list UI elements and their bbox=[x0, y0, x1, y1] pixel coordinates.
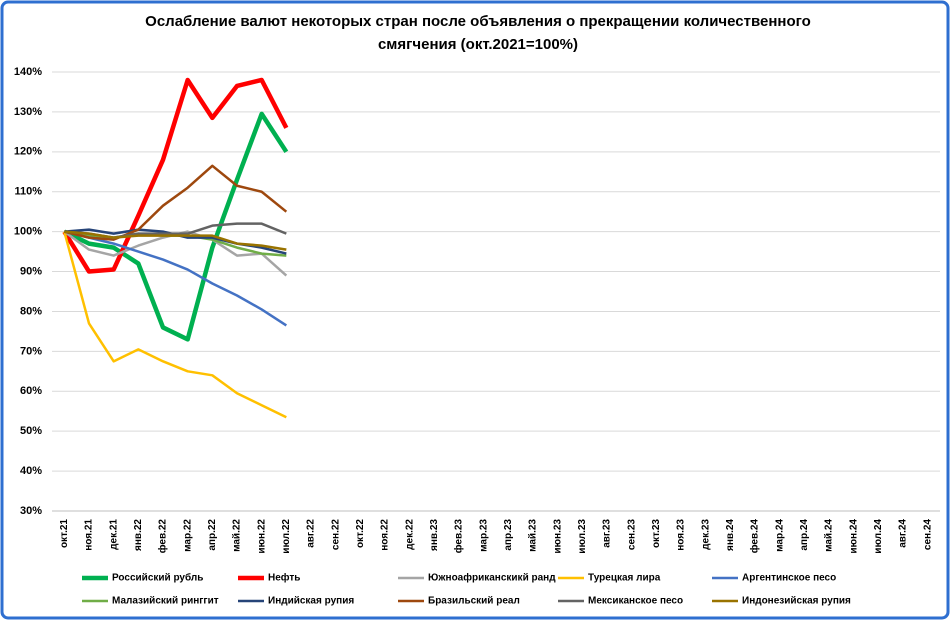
x-tick-label: янв.24 bbox=[725, 519, 736, 551]
x-tick-label: ноя.23 bbox=[676, 519, 687, 551]
legend-label: Нефть bbox=[268, 572, 300, 584]
chart-title: Ослабление валют некоторых стран после о… bbox=[145, 13, 811, 30]
legend-label: Турецкая лира bbox=[588, 573, 661, 584]
y-tick-label: 40% bbox=[20, 465, 42, 477]
x-tick-label: фев.22 bbox=[157, 519, 169, 554]
x-tick-label: июл.22 bbox=[281, 519, 292, 554]
legend-label: Индийская рупия bbox=[268, 596, 354, 607]
x-tick-label: апр.23 bbox=[503, 519, 514, 551]
y-tick-label: 140% bbox=[14, 66, 42, 78]
y-tick-label: 130% bbox=[14, 106, 42, 118]
legend-label: Мексиканское песо bbox=[588, 596, 683, 607]
y-tick-label: 90% bbox=[20, 265, 42, 277]
line-series bbox=[64, 164, 288, 241]
legend-label: Индонезийская рупия bbox=[742, 596, 851, 607]
x-tick-label: июн.23 bbox=[552, 519, 563, 554]
legend-label: Южноафриканскикй ранд bbox=[428, 572, 556, 584]
x-tick-label: мар.22 bbox=[182, 519, 193, 552]
x-tick-label: май.22 bbox=[232, 519, 243, 552]
x-tick-label: мар.23 bbox=[478, 519, 489, 552]
legend-label: Российский рубль bbox=[112, 572, 203, 584]
x-tick-label: авг.24 bbox=[898, 519, 909, 548]
x-tick-label: дек.22 bbox=[404, 519, 415, 550]
x-tick-label: май.23 bbox=[528, 519, 539, 552]
chart-title: смягчения (окт.2021=100%) bbox=[378, 36, 578, 53]
x-tick-label: ноя.21 bbox=[84, 519, 95, 551]
x-tick-label: июл.24 bbox=[873, 519, 884, 554]
legend-label: Бразильский реал bbox=[428, 596, 520, 607]
y-tick-label: 70% bbox=[20, 345, 42, 357]
line-series bbox=[63, 231, 287, 419]
x-tick-label: фев.24 bbox=[749, 519, 761, 554]
y-tick-label: 110% bbox=[14, 186, 42, 198]
x-tick-label: дек.23 bbox=[700, 519, 711, 550]
line-series bbox=[64, 230, 288, 327]
x-tick-label: дек.21 bbox=[108, 519, 119, 550]
x-tick-label: янв.23 bbox=[429, 519, 440, 551]
x-tick-label: окт.23 bbox=[651, 519, 662, 548]
line-series bbox=[63, 111, 289, 342]
x-tick-label: фев.23 bbox=[453, 519, 465, 554]
x-tick-label: апр.22 bbox=[207, 519, 218, 551]
y-tick-label: 120% bbox=[14, 146, 42, 158]
x-tick-label: сен.23 bbox=[626, 519, 637, 551]
x-tick-label: янв.22 bbox=[133, 519, 144, 551]
x-tick-label: май.24 bbox=[824, 519, 835, 552]
legend-label: Малазийский ринггит bbox=[112, 596, 219, 607]
legend-label: Аргентинское песо bbox=[742, 573, 836, 584]
y-tick-label: 100% bbox=[14, 226, 42, 238]
line-series bbox=[62, 77, 289, 274]
x-tick-label: мар.24 bbox=[774, 519, 785, 552]
x-tick-label: сен.22 bbox=[330, 519, 341, 551]
x-tick-label: авг.23 bbox=[602, 519, 613, 548]
x-tick-label: окт.22 bbox=[355, 519, 366, 548]
x-tick-label: авг.22 bbox=[306, 519, 317, 548]
x-tick-label: сен.24 bbox=[922, 519, 933, 551]
y-tick-label: 80% bbox=[20, 305, 42, 317]
x-tick-label: июл.23 bbox=[577, 519, 588, 554]
x-tick-label: окт.21 bbox=[59, 519, 70, 548]
y-tick-label: 30% bbox=[20, 505, 42, 517]
line-series bbox=[64, 230, 287, 251]
y-tick-label: 50% bbox=[20, 425, 42, 437]
x-tick-label: ноя.22 bbox=[380, 519, 391, 551]
x-tick-label: июн.22 bbox=[256, 519, 267, 554]
y-tick-label: 60% bbox=[20, 385, 42, 397]
x-tick-label: апр.24 bbox=[799, 519, 810, 551]
x-tick-label: июн.24 bbox=[848, 519, 859, 554]
